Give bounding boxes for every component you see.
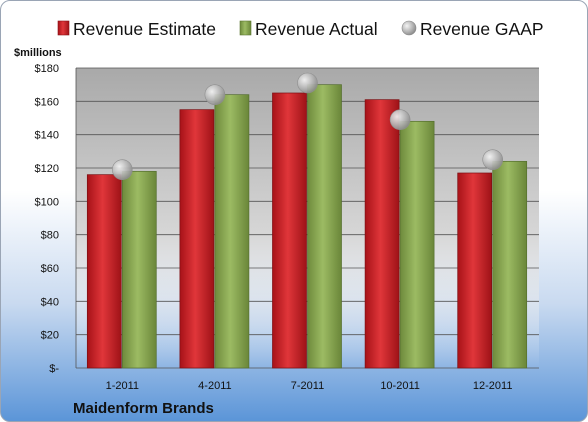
y-tick-label: $180 — [35, 63, 59, 75]
y-tick-label: $60 — [41, 263, 59, 275]
bar-revenue-actual — [121, 170, 157, 369]
y-axis-unit-label: $millions — [14, 47, 62, 59]
x-tick-label: 4-2011 — [198, 380, 231, 392]
bar-revenue-estimate — [364, 99, 400, 369]
marker-revenue-gaap — [204, 84, 226, 105]
bar-revenue-actual — [307, 84, 342, 369]
x-tick-label: 10-2011 — [380, 380, 420, 392]
y-tick-label: $40 — [41, 296, 59, 308]
bar-revenue-estimate — [457, 172, 493, 369]
y-tick-label: $100 — [35, 196, 59, 208]
company-label: Maidenform Brands — [73, 400, 214, 417]
bar-revenue-estimate — [86, 174, 122, 369]
y-tick-label: $20 — [41, 330, 59, 342]
x-tick-label: 7-2011 — [291, 380, 324, 392]
x-tick-label: 1-2011 — [106, 380, 139, 392]
y-axis-ticks: $- $20 $40 $60 $80 $100 $120 $140 $160 $180 — [35, 63, 60, 375]
legend: Revenue Estimate Revenue Actual Revenue … — [57, 19, 544, 39]
marker-revenue-gaap — [482, 149, 504, 170]
bar-revenue-actual — [492, 160, 528, 369]
marker-revenue-gaap — [389, 109, 411, 130]
bar-revenue-actual — [214, 94, 250, 369]
bar-revenue-actual — [399, 120, 435, 369]
y-tick-label: $140 — [35, 130, 59, 142]
bar-revenue-estimate — [272, 92, 307, 369]
gaap-markers — [112, 72, 504, 180]
bars — [86, 84, 528, 369]
y-tick-label: $80 — [41, 230, 59, 242]
marker-revenue-gaap — [297, 72, 318, 94]
legend-swatch-actual — [239, 20, 252, 36]
legend-label-actual: Revenue Actual — [255, 19, 378, 39]
legend-label-gaap: Revenue GAAP — [420, 19, 544, 39]
x-tick-label: 12-2011 — [473, 380, 513, 392]
legend-swatch-estimate — [57, 20, 70, 36]
y-tick-label: $- — [49, 363, 59, 375]
y-tick-label: $160 — [35, 96, 59, 108]
legend-swatch-gaap — [401, 20, 417, 36]
y-tick-label: $120 — [35, 163, 59, 175]
marker-revenue-gaap — [112, 159, 133, 180]
x-axis-labels: 1-2011 4-2011 7-2011 10-2011 12-2011 — [106, 380, 513, 392]
legend-label-estimate: Revenue Estimate — [73, 19, 216, 39]
bar-revenue-estimate — [179, 109, 215, 369]
